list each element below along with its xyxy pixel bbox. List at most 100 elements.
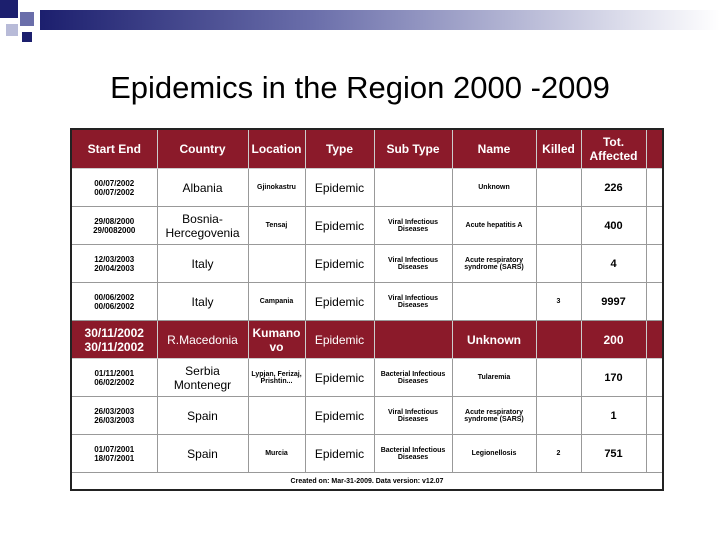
header-cell: Sub Type (373, 128, 453, 169)
table-cell: R.Macedonia (156, 320, 249, 359)
table-cell: Acute respiratory syndrome (SARS) (451, 244, 537, 283)
table-cell: Spain (156, 396, 249, 435)
table-footer: Created on: Mar-31-2009. Data version: v… (70, 472, 664, 491)
table-cell (373, 168, 453, 207)
table-cell (535, 206, 582, 245)
table-cell: 26/03/2003 26/03/2003 (70, 396, 158, 435)
table-cell: 00/06/2002 00/06/2002 (70, 282, 158, 321)
table-cell: Legionellosis (451, 434, 537, 473)
table-row: 01/07/2001 18/07/2001 Spain Murcia Epidemic… (70, 434, 664, 473)
header-cell: Country (156, 128, 249, 169)
table-cell: Epidemic (304, 168, 375, 207)
table-cell (645, 282, 664, 321)
table-cell: 2 (535, 434, 582, 473)
table-cell: Italy (156, 282, 249, 321)
table-cell (535, 244, 582, 283)
table-cell: 30/11/2002 30/11/2002 (70, 320, 158, 359)
header-cell: Start End (70, 128, 158, 169)
table-cell: 9997 (580, 282, 647, 321)
header-cell: Type (304, 128, 375, 169)
table-cell: Viral Infectious Diseases (373, 244, 453, 283)
table-cell: Bosnia-Hercegovenia (156, 206, 249, 245)
table-cell (645, 358, 664, 397)
table-cell (645, 396, 664, 435)
table-cell: 226 (580, 168, 647, 207)
table-cell: 01/11/2001 06/02/2002 (70, 358, 158, 397)
header-bar (40, 10, 720, 30)
header-cell: Tot. Affected (580, 128, 647, 169)
table-cell: Acute hepatitis A (451, 206, 537, 245)
header-cell: Killed (535, 128, 582, 169)
slide-title: Epidemics in the Region 2000 -2009 (110, 70, 610, 105)
table-cell (247, 396, 306, 435)
table-cell: Epidemic (304, 396, 375, 435)
table-cell: Epidemic (304, 206, 375, 245)
table-row: 01/11/2001 06/02/2002 Serbia Montenegr Lyp… (70, 358, 664, 397)
table-cell: Epidemic (304, 434, 375, 473)
table-cell: Acute respiratory syndrome (SARS) (451, 396, 537, 435)
table-row: 00/07/2002 00/07/2002 Albania Gjinokastru E… (70, 168, 664, 207)
header-cell: Location (247, 128, 306, 169)
table-row: 12/03/2003 20/04/2003 Italy Epidemic Viral … (70, 244, 664, 283)
table-row: 26/03/2003 26/03/2003 Spain Epidemic Viral … (70, 396, 664, 435)
table-cell: Albania (156, 168, 249, 207)
table-row: 29/08/2000 29/0082000 Bosnia-Hercegovenia… (70, 206, 664, 245)
table-cell: 12/03/2003 20/04/2003 (70, 244, 158, 283)
table-cell: 400 (580, 206, 647, 245)
table-cell (645, 206, 664, 245)
table-cell (645, 434, 664, 473)
table-cell: Unknown (451, 320, 537, 359)
table-cell: Viral Infectious Diseases (373, 396, 453, 435)
table-cell: Italy (156, 244, 249, 283)
table-cell: 200 (580, 320, 647, 359)
table-cell: Epidemic (304, 358, 375, 397)
table-cell: Gjinokastru (247, 168, 306, 207)
table-cell (451, 282, 537, 321)
table-cell: Unknown (451, 168, 537, 207)
table-cell: Campania (247, 282, 306, 321)
table-cell: 170 (580, 358, 647, 397)
table-cell (535, 358, 582, 397)
table-cell: 29/08/2000 29/0082000 (70, 206, 158, 245)
table-cell: Epidemic (304, 320, 375, 359)
table-cell: Spain (156, 434, 249, 473)
table-cell: Kumanovo (247, 320, 306, 359)
table-cell: Serbia Montenegr (156, 358, 249, 397)
table-cell (645, 320, 664, 359)
table-cell (535, 168, 582, 207)
header-cell (645, 128, 664, 169)
table-cell: 01/07/2001 18/07/2001 (70, 434, 158, 473)
table-cell: Viral Infectious Diseases (373, 282, 453, 321)
decor (22, 32, 32, 42)
table-cell: 00/07/2002 00/07/2002 (70, 168, 158, 207)
table-cell: Tularemia (451, 358, 537, 397)
table-cell: 751 (580, 434, 647, 473)
table-cell: Bacterial Infectious Diseases (373, 358, 453, 397)
table-cell (247, 244, 306, 283)
table-cell: Tensaj (247, 206, 306, 245)
header-cell: Name (451, 128, 537, 169)
table-cell: 4 (580, 244, 647, 283)
table-cell: 1 (580, 396, 647, 435)
table-cell (645, 168, 664, 207)
table-cell: Epidemic (304, 244, 375, 283)
footer-row: Created on: Mar-31-2009. Data version: v… (70, 472, 664, 491)
table-row: 30/11/2002 30/11/2002 R.Macedonia Kumanovo… (70, 320, 664, 359)
decor (20, 12, 34, 26)
table-cell (535, 396, 582, 435)
table-cell: 3 (535, 282, 582, 321)
table-cell (535, 320, 582, 359)
table-cell: Lypjan, Ferizaj, Prishtin... (247, 358, 306, 397)
decor (6, 24, 18, 36)
header-row: Start End Country Location Type Sub Type Name… (70, 128, 664, 169)
table-cell: Bacterial Infectious Diseases (373, 434, 453, 473)
table-row: 00/06/2002 00/06/2002 Italy Campania Epidem… (70, 282, 664, 321)
table-cell: Epidemic (304, 282, 375, 321)
epidemics-table: Start End Country Location Type Sub Type Name… (70, 128, 664, 491)
table-cell (645, 244, 664, 283)
table-cell: Murcia (247, 434, 306, 473)
decor (0, 0, 18, 18)
table-cell (373, 320, 453, 359)
table-cell: Viral Infectious Diseases (373, 206, 453, 245)
